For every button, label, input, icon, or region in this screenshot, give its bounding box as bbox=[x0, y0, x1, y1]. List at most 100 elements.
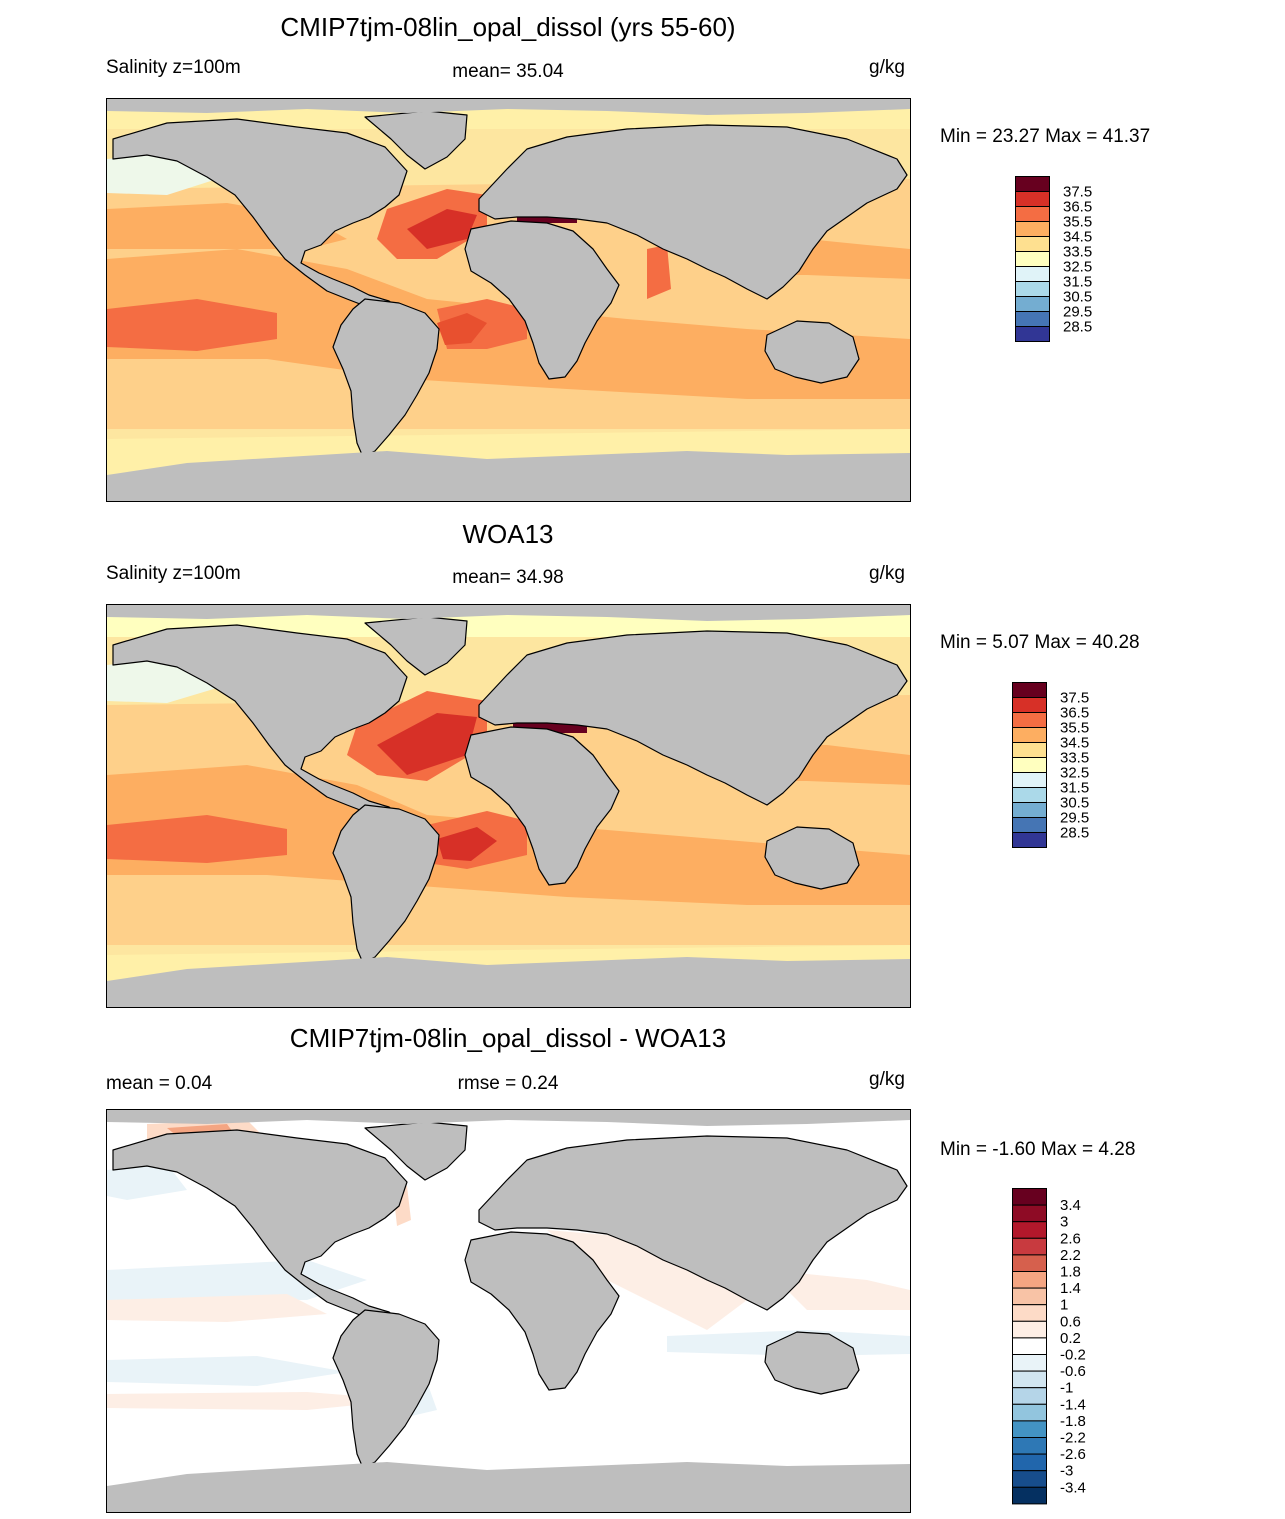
colorbar-tick-label: 29.5 bbox=[1060, 810, 1089, 827]
colorbar-swatch bbox=[1012, 742, 1047, 758]
colorbar: 37.5 36.5 35.5 34.5 33.5 32.5 31.5 30.5 29.5 28.5 bbox=[1015, 176, 1135, 343]
landmass-northAmerica bbox=[112, 118, 408, 316]
colorbar-tick-label: -1.4 bbox=[1060, 1396, 1086, 1413]
landmass-arctic bbox=[107, 1110, 910, 1126]
landmass-antarctica bbox=[107, 451, 910, 501]
landmass-southAmerica bbox=[332, 1309, 440, 1469]
map-panel bbox=[106, 1109, 911, 1513]
colorbar-tick-label: -0.2 bbox=[1060, 1347, 1086, 1364]
colorbar-swatch bbox=[1015, 296, 1050, 312]
colorbar-swatch bbox=[1015, 281, 1050, 297]
minmax-label: Min = 5.07 Max = 40.28 bbox=[940, 632, 1140, 653]
contour-band bbox=[107, 1392, 407, 1410]
colorbar-tick-label: 3 bbox=[1060, 1214, 1068, 1231]
contour-band bbox=[107, 815, 287, 863]
landmass-africa bbox=[464, 726, 620, 886]
colorbar-swatch bbox=[1015, 311, 1050, 327]
contour-band bbox=[407, 209, 477, 249]
colorbar-swatch bbox=[1012, 1237, 1047, 1256]
colorbar-tick-label: -1 bbox=[1060, 1380, 1073, 1397]
colorbar-tick-label: 31.5 bbox=[1063, 274, 1092, 291]
landmass-eurasia bbox=[478, 124, 908, 300]
colorbar-swatch bbox=[1012, 1370, 1047, 1389]
contour-band bbox=[647, 245, 671, 299]
colorbar-tick-label: 37.5 bbox=[1060, 690, 1089, 707]
colorbar-svg: 37.536.535.534.533.532.531.530.529.528.5 bbox=[1012, 682, 1089, 848]
colorbar-swatch bbox=[1012, 1486, 1047, 1505]
colorbar-tick-label: 30.5 bbox=[1060, 795, 1089, 812]
colorbar-swatch bbox=[1012, 787, 1047, 803]
colorbar-tick-label: 32.5 bbox=[1063, 259, 1092, 276]
colorbar-tick-label: 30.5 bbox=[1063, 289, 1092, 306]
landmass-northAmerica bbox=[112, 1129, 408, 1327]
colorbar-tick-label: 35.5 bbox=[1063, 214, 1092, 231]
contour-band bbox=[437, 827, 497, 861]
colorbar-tick-label: 34.5 bbox=[1060, 735, 1089, 752]
colorbar-swatch bbox=[1015, 176, 1050, 192]
map-svg bbox=[107, 99, 910, 501]
colorbar-tick-label: 1 bbox=[1060, 1297, 1068, 1314]
colorbar-swatch bbox=[1012, 1337, 1047, 1355]
colorbar-swatch bbox=[1015, 206, 1050, 222]
panel-title: CMIP7tjm-08lin_opal_dissol (yrs 55-60) bbox=[280, 12, 736, 42]
colorbar: 3.4 3 2.6 2.2 1.8 1.4 1 0.6 0.2 -0.2 -0.6 -1 -1.4 -1.… bbox=[1012, 1188, 1132, 1506]
colorbar-swatch bbox=[1012, 817, 1047, 833]
colorbar-swatch bbox=[1012, 1354, 1047, 1372]
units-label: g/kg bbox=[869, 1069, 905, 1090]
colorbar-swatch bbox=[1012, 1188, 1047, 1206]
colorbar-tick-label: 1.8 bbox=[1060, 1264, 1081, 1281]
landmass-eurasia bbox=[478, 630, 908, 806]
contour-band bbox=[767, 1270, 910, 1310]
colorbar-tick-label: 3.4 bbox=[1060, 1197, 1081, 1214]
colorbar-tick-label: 32.5 bbox=[1060, 765, 1089, 782]
colorbar-swatch bbox=[1015, 266, 1050, 282]
colorbar-tick-label: 1.4 bbox=[1060, 1280, 1081, 1297]
panel-title: CMIP7tjm-08lin_opal_dissol - WOA13 bbox=[289, 1023, 727, 1053]
colorbar-swatch bbox=[1012, 1204, 1047, 1223]
colorbar-tick-label: -0.6 bbox=[1060, 1363, 1086, 1380]
colorbar-swatch bbox=[1012, 832, 1047, 848]
colorbar-tick-label: -2.6 bbox=[1060, 1446, 1086, 1463]
contour-band bbox=[107, 1164, 187, 1200]
contour-band bbox=[377, 713, 477, 775]
map-svg bbox=[107, 605, 910, 1007]
landmass-greenland bbox=[364, 616, 468, 676]
colorbar-swatch bbox=[1012, 757, 1047, 773]
colorbar: 37.5 36.5 35.5 34.5 33.5 32.5 31.5 30.5 29.5 28.5 bbox=[1012, 682, 1132, 849]
map-svg bbox=[107, 1110, 910, 1512]
contour-band bbox=[107, 1356, 347, 1386]
colorbar-tick-label: -3 bbox=[1060, 1463, 1073, 1480]
landmass-africa bbox=[464, 1231, 620, 1391]
colorbar-swatch bbox=[1012, 1320, 1047, 1339]
landmass-arctic bbox=[107, 99, 910, 115]
landmass-australia bbox=[764, 320, 860, 384]
units-label: g/kg bbox=[869, 563, 905, 584]
colorbar-swatch bbox=[1012, 1304, 1047, 1322]
map-panel bbox=[106, 98, 911, 502]
colorbar-tick-label: 37.5 bbox=[1063, 184, 1092, 201]
colorbar-tick-label: 0.6 bbox=[1060, 1313, 1081, 1330]
landmass-antarctica bbox=[107, 1462, 910, 1512]
landmass-eurasia bbox=[478, 1135, 908, 1311]
colorbar-swatch bbox=[1012, 727, 1047, 743]
colorbar-swatch bbox=[1015, 191, 1050, 207]
minmax-label: Min = -1.60 Max = 4.28 bbox=[940, 1139, 1136, 1160]
landmass-australia bbox=[764, 1331, 860, 1395]
map-panel bbox=[106, 604, 911, 1008]
colorbar-tick-label: 36.5 bbox=[1063, 199, 1092, 216]
landmass-antarctica bbox=[107, 957, 910, 1007]
colorbar-tick-label: 2.2 bbox=[1060, 1247, 1081, 1264]
mean-label: mean= 34.98 bbox=[452, 567, 564, 588]
colorbar-swatch bbox=[1012, 772, 1047, 788]
colorbar-swatch bbox=[1012, 1403, 1047, 1422]
landmass-southAmerica bbox=[332, 298, 440, 458]
colorbar-swatch bbox=[1012, 1437, 1047, 1455]
colorbar-tick-label: 36.5 bbox=[1060, 705, 1089, 722]
variable-label: Salinity z=100m bbox=[106, 57, 241, 78]
colorbar-swatch bbox=[1015, 326, 1050, 342]
colorbar-tick-label: 28.5 bbox=[1060, 825, 1089, 842]
colorbar-tick-label: 35.5 bbox=[1060, 720, 1089, 737]
contour-band bbox=[107, 1294, 327, 1322]
colorbar-tick-label: -1.8 bbox=[1060, 1413, 1086, 1430]
colorbar-tick-label: 33.5 bbox=[1060, 750, 1089, 767]
